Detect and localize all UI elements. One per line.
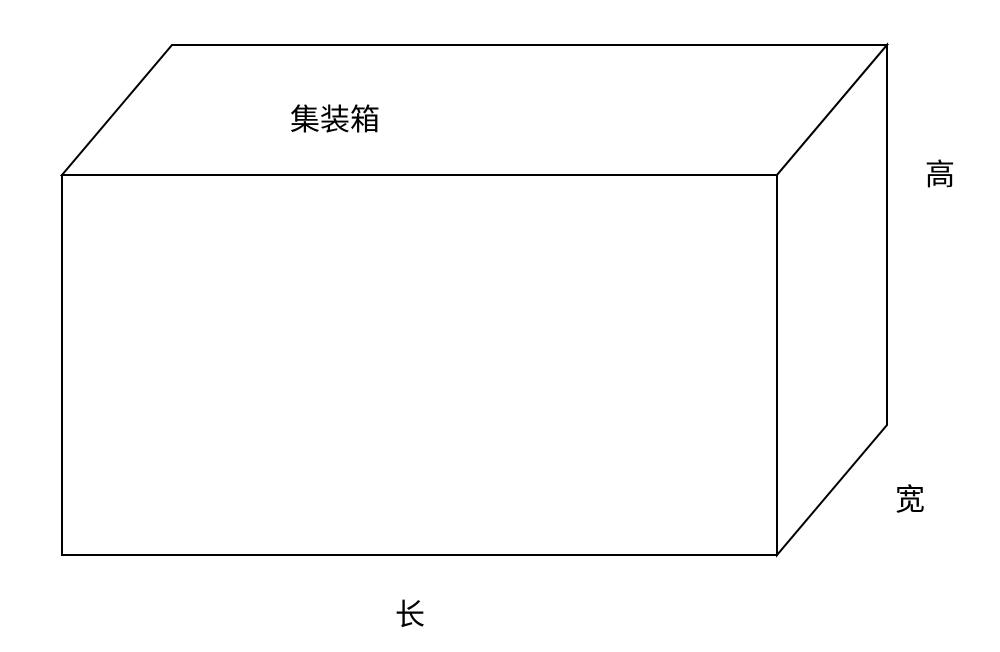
container-diagram: 集装箱 高 宽 长 xyxy=(0,0,1000,652)
length-label: 长 xyxy=(395,590,425,634)
box-title-label: 集装箱 xyxy=(290,95,380,139)
box-front-face xyxy=(62,175,777,555)
width-label: 宽 xyxy=(895,475,925,519)
box-drawing xyxy=(0,0,1000,652)
height-label: 高 xyxy=(925,150,955,194)
box-top-face xyxy=(62,45,887,175)
